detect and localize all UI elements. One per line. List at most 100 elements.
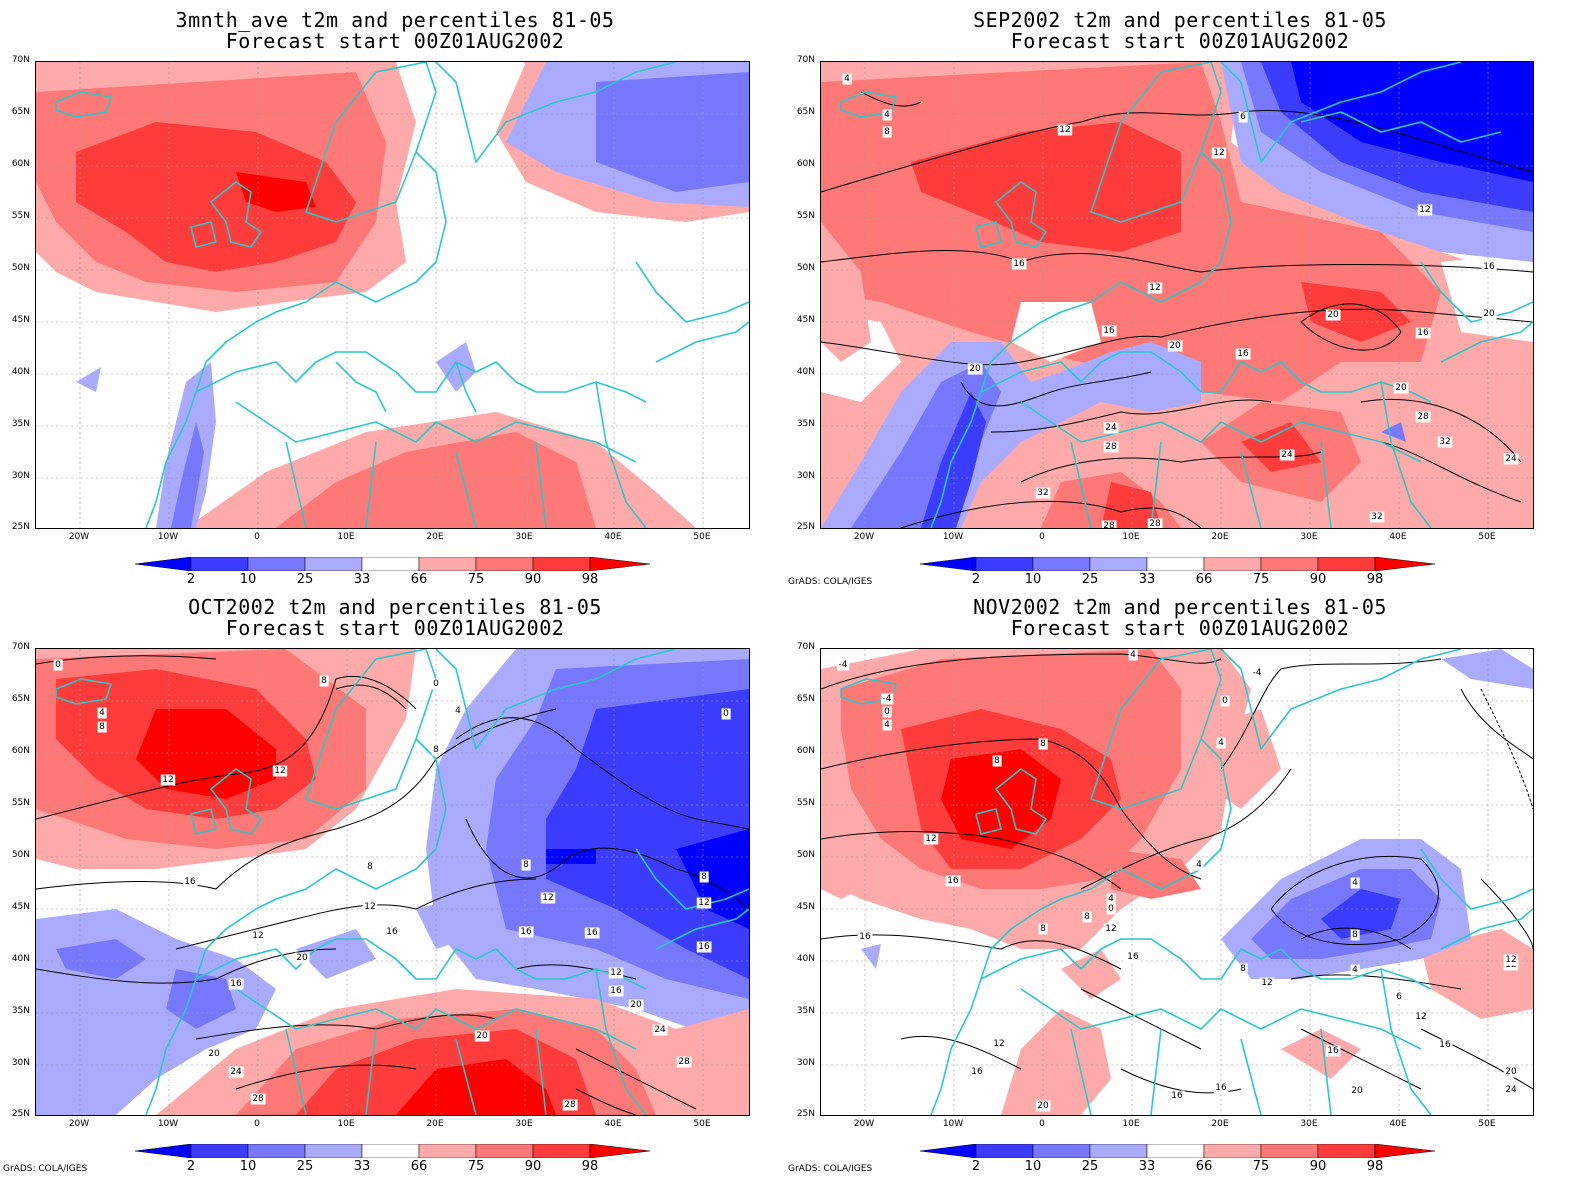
contour-label-box: [967, 363, 983, 375]
contour-label: 20: [969, 364, 981, 374]
lon-label: 10W: [942, 1119, 964, 1129]
lat-label: 45N: [11, 315, 30, 325]
contour-label-box: [1503, 954, 1519, 966]
lat-label: 25N: [796, 522, 815, 532]
colorbar-label: 98: [581, 572, 599, 587]
colorbar-label: 33: [1138, 1159, 1156, 1174]
contour-label: 16: [1327, 1046, 1339, 1056]
lon-label: 50E: [693, 1119, 711, 1129]
contour-label-box: [1393, 382, 1409, 394]
contour-label-box: [1101, 520, 1117, 528]
lon-label: 30E: [515, 532, 533, 542]
contour-label-box: [1503, 453, 1519, 465]
colorbar-label: 25: [1081, 572, 1099, 587]
lat-label: 65N: [11, 107, 30, 117]
colorbar-label: 2: [186, 572, 196, 587]
lon-label: 30E: [515, 1119, 533, 1129]
map-panel-sep2002: SEP2002 t2m and percentiles 81-05 Foreca…: [785, 0, 1575, 592]
contour-label-box: [1011, 258, 1027, 270]
contour-label: 20: [1327, 310, 1339, 320]
coastlines: [55, 649, 749, 1115]
panel-title-line1: NOV2002 t2m and percentiles 81-05: [973, 595, 1387, 619]
contour-label-box: [721, 708, 731, 720]
contour-label: 28: [252, 1094, 264, 1104]
colorbar-label: 25: [1081, 1159, 1099, 1174]
contour-label-box: [1437, 436, 1453, 448]
contour-label: 12: [1261, 978, 1272, 988]
lat-label: 35N: [796, 419, 815, 429]
contour-label-box: [1251, 667, 1264, 679]
colorbar-label: 10: [239, 572, 257, 587]
lat-label: 40N: [11, 954, 30, 964]
colorbar-label: 66: [1195, 1159, 1213, 1174]
panel-title-line1: 3mnth_ave t2m and percentiles 81-05: [175, 8, 615, 32]
contour-label: -4: [883, 694, 892, 704]
map-panel-nov2002: NOV2002 t2m and percentiles 81-05 Foreca…: [785, 587, 1575, 1179]
contour-label-box: [250, 930, 266, 942]
contour-label: 16: [971, 1067, 983, 1077]
lat-label: 45N: [796, 315, 815, 325]
contour-label-box: [1216, 737, 1226, 749]
lat-label: 25N: [11, 522, 30, 532]
contour-label-box: [182, 876, 198, 888]
lat-label: 45N: [796, 902, 815, 912]
lon-label: 50E: [1478, 532, 1496, 542]
contour-label-box: [1211, 147, 1227, 159]
contour-label-box: [518, 926, 534, 938]
contour-label-box: [453, 705, 463, 717]
contour-label-box: [1481, 261, 1497, 273]
contour-label: 12: [1149, 283, 1160, 293]
contour-label: 32: [1371, 512, 1382, 522]
contour-label-box: [1417, 204, 1433, 216]
coastlines: [840, 649, 1533, 1115]
contour-label-box: [945, 875, 961, 887]
colorbar-label: 90: [524, 572, 542, 587]
map-panel-3mnth-ave: 3mnth_ave t2m and percentiles 81-05 Fore…: [0, 0, 790, 592]
contour-label-box: [228, 1066, 244, 1078]
lat-label: 70N: [11, 55, 30, 65]
contour-label: 16: [859, 932, 871, 942]
colorbar-label: 33: [1138, 572, 1156, 587]
contour-label: 4: [1130, 650, 1136, 660]
contour-label-box: [882, 126, 892, 138]
contour-label: 0: [1222, 696, 1228, 706]
contour-label-box: [1128, 649, 1138, 661]
contour-label: 4: [455, 706, 461, 716]
contour-label: 28: [1103, 521, 1115, 528]
contour-label: 16: [610, 986, 622, 996]
colorbar-label: 2: [971, 572, 981, 587]
contour-label: 8: [433, 745, 439, 755]
lat-label: 70N: [796, 642, 815, 652]
contour-label: 6: [1396, 992, 1402, 1002]
contour-label-box: [699, 871, 709, 883]
contour-label: 32: [1439, 437, 1450, 447]
contour-label: 0: [1108, 904, 1114, 914]
colorbar: 2 10 25 33 66 75 90 98: [135, 1144, 655, 1174]
contour-label: 24: [1505, 1085, 1517, 1095]
grads-credit: GrADS: COLA/IGES: [3, 1164, 88, 1174]
contour-label-box: [676, 1056, 692, 1068]
contour-label-box: [1035, 487, 1051, 499]
contour-label-box: [923, 833, 939, 845]
contour-label: 12: [993, 1039, 1004, 1049]
panel-title-line2: Forecast start 00Z01AUG2002: [225, 29, 565, 53]
contour-label-box: [1503, 1066, 1519, 1078]
map-panel-oct2002: OCT2002 t2m and percentiles 81-05 Foreca…: [0, 587, 790, 1179]
lat-label: 60N: [11, 159, 30, 169]
lon-label: 20E: [1211, 1119, 1229, 1129]
contour-label: 4: [1196, 860, 1202, 870]
contour-label: 12: [162, 775, 173, 785]
contour-label-box: [1082, 911, 1092, 923]
colorbar-label: 2: [186, 1159, 196, 1174]
contour-label: 12: [252, 931, 263, 941]
contour-label: 6: [1240, 112, 1246, 122]
contour-label-box: [362, 901, 378, 913]
lon-label: 10W: [942, 532, 964, 542]
contour-label: 8: [884, 127, 890, 137]
contour-label: 12: [542, 893, 553, 903]
lat-label: 25N: [11, 1109, 30, 1119]
panel-title-line2: Forecast start 00Z01AUG2002: [225, 616, 565, 640]
contour-label-box: [652, 1024, 668, 1036]
grads-credit: GrADS: COLA/IGES: [788, 577, 873, 587]
contour-label-box: [1394, 991, 1404, 1003]
